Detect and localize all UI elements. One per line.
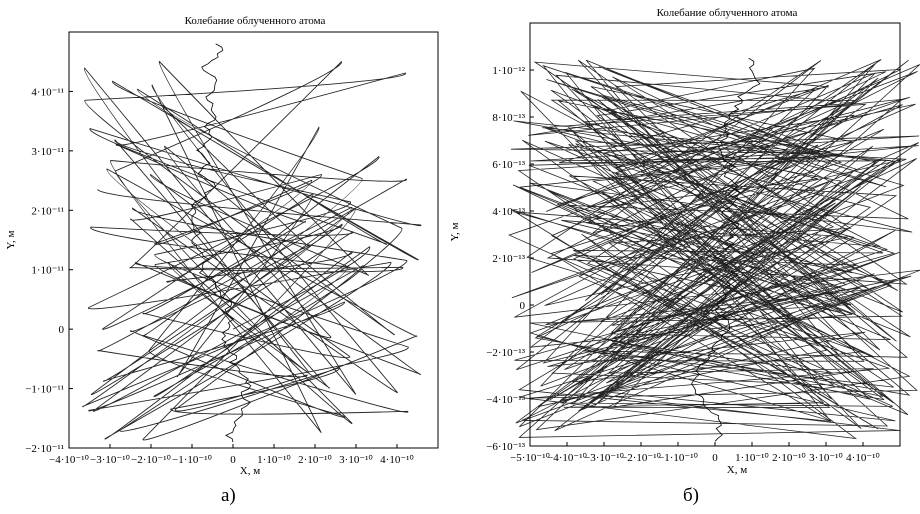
chart-b-x-tick-label: −2·10⁻¹⁰	[621, 452, 661, 464]
chart-a-y-tick-label: 4·10⁻¹¹	[31, 86, 64, 98]
chart-panel-b: Колебание облученного атома −5·10⁻¹⁰−4·1…	[449, 7, 920, 476]
chart-a-x-tick-label: −3·10⁻¹⁰	[90, 454, 130, 466]
chart-b-center-trace	[691, 57, 761, 442]
chart-b-y-tick-label: 2·10⁻¹³	[492, 253, 525, 265]
chart-b-xlabel: X, м	[727, 464, 747, 476]
chart-b-x-tick-label: −1·10⁻¹⁰	[658, 452, 698, 464]
chart-b-x-ticks: −5·10⁻¹⁰−4·10⁻¹⁰−3·10⁻¹⁰−2·10⁻¹⁰−1·10⁻¹⁰…	[510, 442, 880, 464]
chart-b-x-tick-label: −4·10⁻¹⁰	[547, 452, 587, 464]
chart-panel-a: Колебание облученного атома −4·10⁻¹⁰ −3·1…	[5, 15, 439, 477]
chart-a-xlabel: X, м	[240, 465, 260, 477]
chart-a-oscillation-trace	[82, 60, 422, 441]
chart-b-title: Колебание облученного атома	[657, 7, 798, 19]
chart-b-ylabel: Y, м	[449, 222, 461, 241]
chart-a-center-trace	[191, 43, 252, 443]
chart-b-x-tick-label: −5·10⁻¹⁰	[510, 452, 550, 464]
chart-a-y-tick-label: 0	[59, 324, 65, 336]
chart-b-y-ticks: −6·10⁻¹³ −4·10⁻¹³ −2·10⁻¹³ 0 2·10⁻¹³ 4·10⁻¹³ 6…	[486, 65, 534, 453]
chart-a-y-tick-label: −2·10⁻¹¹	[25, 443, 64, 455]
chart-a-x-tick-label: 1·10⁻¹⁰	[257, 454, 291, 466]
chart-b-y-tick-label: 4·10⁻¹³	[492, 206, 525, 218]
chart-b-y-tick-label: 0	[520, 300, 526, 312]
chart-b-y-tick-label: 6·10⁻¹³	[492, 159, 525, 171]
chart-a-x-ticks: −4·10⁻¹⁰ −3·10⁻¹⁰ −2·10⁻¹⁰ −1·10⁻¹⁰ 0 1·10⁻¹⁰…	[49, 444, 414, 466]
chart-a-x-tick-label: −4·10⁻¹⁰	[49, 454, 89, 466]
chart-b-y-tick-label: 8·10⁻¹³	[492, 112, 525, 124]
chart-b-oscillation-trace	[508, 59, 920, 440]
chart-a-y-tick-label: −1·10⁻¹¹	[25, 384, 64, 396]
chart-a-ylabel: Y, м	[5, 230, 17, 249]
chart-b-y-tick-label: 1·10⁻¹²	[492, 65, 525, 77]
chart-a-y-tick-label: 1·10⁻¹¹	[31, 265, 64, 277]
chart-a-x-tick-label: 2·10⁻¹⁰	[298, 454, 332, 466]
chart-b-x-tick-label: 0	[712, 452, 718, 464]
panel-label-b: б)	[683, 485, 699, 506]
chart-b-x-tick-label: −3·10⁻¹⁰	[584, 452, 624, 464]
chart-a-y-ticks: −2·10⁻¹¹ −1·10⁻¹¹ 0 1·10⁻¹¹ 2·10⁻¹¹ 3·10⁻¹¹ 4·…	[25, 86, 73, 455]
chart-a-x-tick-label: −2·10⁻¹⁰	[131, 454, 171, 466]
chart-b-x-tick-label: 4·10⁻¹⁰	[846, 452, 880, 464]
chart-b-y-tick-label: −6·10⁻¹³	[486, 441, 525, 453]
chart-a-y-tick-label: 3·10⁻¹¹	[31, 146, 64, 158]
chart-b-traces	[508, 57, 920, 442]
chart-b-y-tick-label: −2·10⁻¹³	[486, 347, 525, 359]
chart-a-title: Колебание облученного атома	[185, 15, 326, 27]
chart-a-y-tick-label: 2·10⁻¹¹	[31, 205, 64, 217]
chart-a-x-tick-label: 3·10⁻¹⁰	[339, 454, 373, 466]
chart-a-x-tick-label: 4·10⁻¹⁰	[380, 454, 414, 466]
chart-b-x-tick-label: 2·10⁻¹⁰	[772, 452, 806, 464]
chart-b-x-tick-label: 1·10⁻¹⁰	[735, 452, 769, 464]
chart-a-x-tick-label: 0	[230, 454, 236, 466]
chart-a-frame	[68, 31, 439, 449]
chart-a-x-tick-label: −1·10⁻¹⁰	[172, 454, 212, 466]
chart-a-traces	[82, 43, 422, 443]
chart-b-y-tick-label: −4·10⁻¹³	[486, 394, 525, 406]
chart-b-x-tick-label: 3·10⁻¹⁰	[809, 452, 843, 464]
panel-label-a: а)	[221, 485, 236, 506]
